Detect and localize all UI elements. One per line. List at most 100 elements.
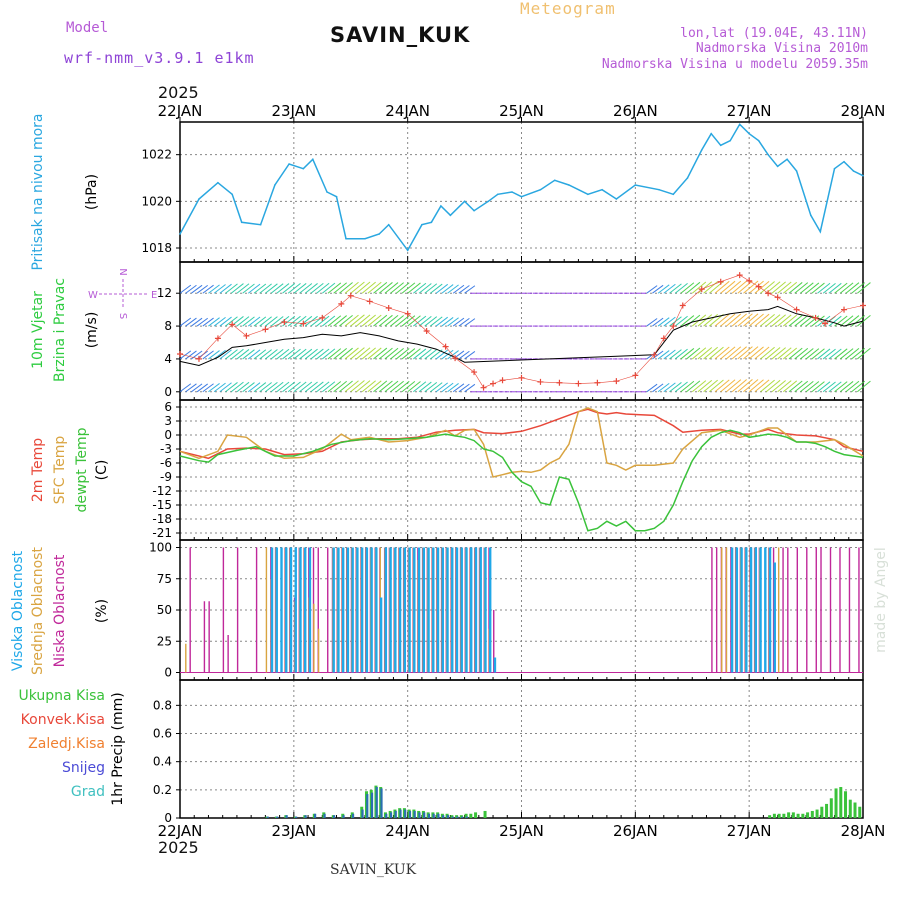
wind-barb [247, 316, 261, 327]
wind-barb [851, 347, 866, 360]
wind-barb [395, 380, 410, 393]
pressure-point [862, 174, 864, 177]
pressure-point [819, 230, 822, 233]
pressure-point [345, 237, 347, 240]
cloud-high-bar [294, 547, 297, 673]
cloud-mid-bar [317, 628, 320, 673]
wind-barb [817, 315, 831, 327]
cloud-high-bar [346, 547, 350, 673]
wind-barb [686, 347, 701, 360]
wind-barb [339, 282, 353, 294]
cloud-high-bar [270, 547, 274, 673]
precip-total-bar [839, 787, 843, 818]
wind-barb [435, 316, 449, 327]
cloud-low-bar [787, 547, 789, 673]
precip-total-bar [858, 806, 862, 818]
wind-barb [447, 317, 459, 327]
wind-barb [299, 315, 313, 327]
x-tick-label-top: 28JAN [841, 102, 886, 120]
wind-barb [185, 317, 197, 327]
wind-barb [191, 383, 203, 393]
precip-snow-bar [423, 812, 426, 818]
wind-barb [788, 347, 803, 360]
wind-barb [196, 317, 208, 327]
wind-max-marker [518, 374, 525, 381]
cloud-low-bar [203, 601, 206, 673]
wind-barb [350, 347, 365, 360]
precip-snow-bar [427, 813, 431, 818]
cloud-low-bar [839, 547, 841, 673]
wind-barb-bands [179, 280, 871, 393]
precip-total-bar [782, 813, 786, 818]
precip-total-bar [848, 799, 852, 818]
wind-barb [265, 283, 278, 294]
precip-snow-bar [380, 788, 383, 818]
cloud-high-bar [356, 547, 359, 673]
wind-barb [800, 380, 814, 393]
cloud-high-bar [394, 547, 397, 673]
wind-barb [430, 283, 443, 294]
cloud-high-bar [749, 547, 753, 673]
cloud-high-bar [455, 547, 459, 673]
wind-barb [726, 313, 742, 327]
cloud-high-bar [730, 547, 734, 673]
wind-max-marker [281, 318, 288, 325]
pressure-point [748, 132, 750, 135]
precip-total-bar [455, 815, 459, 818]
wind-barb [805, 282, 820, 294]
wind-barb [316, 315, 330, 327]
wind-barb [794, 315, 809, 327]
wind-barb [447, 383, 459, 393]
wind-barb [783, 347, 798, 360]
pressure-point [615, 198, 618, 200]
wind-barb [413, 315, 427, 327]
elevation-label: Nadmorska Visina 2010m [695, 41, 868, 56]
wind-barb [339, 347, 353, 360]
pressure-point [288, 163, 290, 165]
cloud-high-bar [427, 547, 430, 673]
cloud-high-bar [488, 547, 492, 673]
wind-barb [327, 315, 342, 327]
y-tick-label: 0 [164, 811, 172, 825]
wind-barb [464, 351, 476, 360]
wind-barb [333, 315, 347, 327]
wind-max-marker [480, 384, 487, 391]
pressure-point [274, 184, 276, 186]
pressure-point [364, 237, 366, 240]
wind-barb [703, 346, 718, 360]
wind-max-marker [717, 278, 724, 285]
x-tick-label-bottom: 28JAN [841, 822, 886, 840]
wind-barb [731, 313, 747, 327]
x-tick-label-top: 27JAN [727, 102, 772, 120]
cloud-mid-bar [313, 603, 315, 673]
wind-barb [321, 315, 336, 327]
precip-snow-bar [456, 816, 459, 818]
wind-barb [418, 283, 432, 294]
precip-total-bar [768, 815, 772, 818]
pressure-point [539, 188, 542, 191]
wind-max-marker [594, 379, 601, 386]
wind-barb [731, 346, 747, 360]
precip-snow-bar [399, 809, 402, 818]
precip-legend-5: Grad [71, 784, 105, 800]
wind-barb [384, 347, 399, 360]
wind-barb [754, 379, 770, 393]
cloud-high-bar [337, 547, 340, 673]
wind-barb [202, 383, 214, 393]
precip-total-bar [801, 813, 805, 818]
wind-barb [441, 349, 454, 360]
wind-barb [777, 347, 792, 360]
precip-total-bar [815, 809, 819, 818]
model-name: wrf-nmm_v3.9.1 e1km [64, 49, 255, 67]
wind-barb [344, 347, 359, 360]
cloud-high-bar [280, 547, 283, 673]
wind-max-marker [698, 286, 705, 293]
wind-barb [304, 283, 318, 294]
wind-barb [805, 348, 820, 360]
wind-barb [680, 348, 695, 360]
wind-barb [213, 382, 226, 393]
wind-max-marker [499, 377, 506, 384]
wind-max-marker [793, 306, 800, 313]
wind-barb [339, 314, 353, 327]
wind-barb [686, 380, 701, 393]
